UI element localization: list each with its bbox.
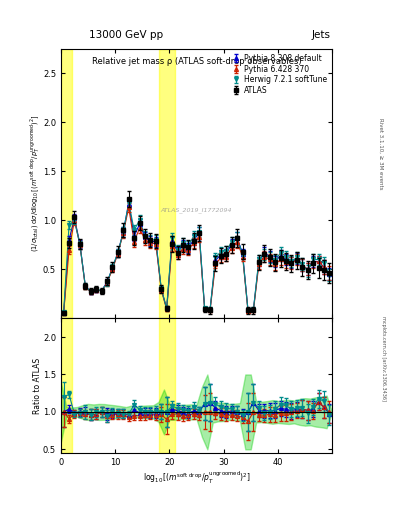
- Text: ATLAS_2019_I1772094: ATLAS_2019_I1772094: [161, 207, 232, 214]
- Legend: Pythia 8.308 default, Pythia 6.428 370, Herwig 7.2.1 softTune, ATLAS: Pythia 8.308 default, Pythia 6.428 370, …: [228, 52, 328, 96]
- Y-axis label: Ratio to ATLAS: Ratio to ATLAS: [33, 358, 42, 414]
- Bar: [61, 49, 72, 318]
- Bar: [61, 318, 72, 453]
- Text: Rivet 3.1.10, ≥ 3M events: Rivet 3.1.10, ≥ 3M events: [378, 118, 383, 189]
- Bar: [158, 318, 175, 453]
- X-axis label: $\log_{10}[(m^{\mathrm{soft\ drop}}/p_T^{\mathrm{ungroomed}})^2]$: $\log_{10}[(m^{\mathrm{soft\ drop}}/p_T^…: [143, 470, 250, 486]
- Text: mcplots.cern.ch [arXiv:1306.3436]: mcplots.cern.ch [arXiv:1306.3436]: [381, 316, 386, 401]
- Text: Jets: Jets: [311, 30, 330, 40]
- Text: 13000 GeV pp: 13000 GeV pp: [89, 30, 163, 40]
- Bar: [158, 49, 175, 318]
- Y-axis label: $(1/\sigma_{\mathrm{total}})$ $\mathrm{d}\sigma/\mathrm{d}\log_{10}[(m^{\mathrm{: $(1/\sigma_{\mathrm{total}})$ $\mathrm{d…: [28, 115, 42, 252]
- Text: Relative jet mass ρ (ATLAS soft-drop observables): Relative jet mass ρ (ATLAS soft-drop obs…: [92, 57, 301, 66]
